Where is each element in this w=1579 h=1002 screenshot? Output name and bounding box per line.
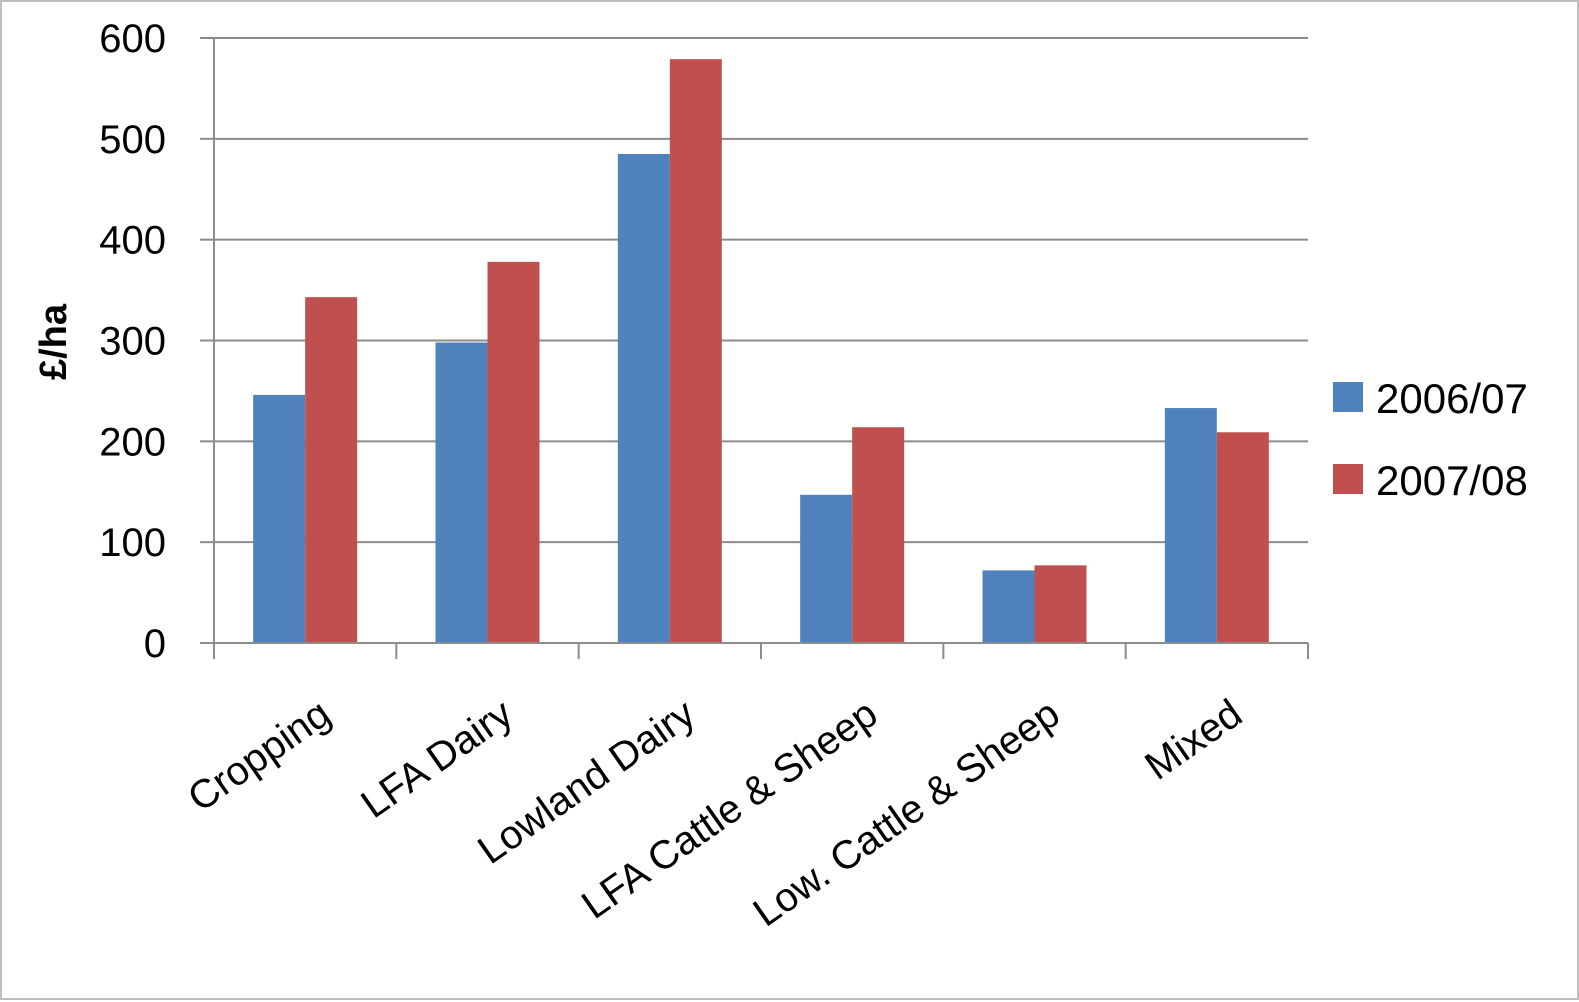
y-tick-label: 200 [99,420,166,464]
y-tick-label: 0 [144,622,166,666]
legend-label: 2007/08 [1376,457,1528,504]
legend-swatch [1333,382,1363,412]
legend: 2006/07 2007/08 [1333,375,1528,504]
category-label: LFA Cattle & Sheep [574,691,885,927]
bar-2006-07-3 [800,494,853,643]
bar-2006-07-1 [435,342,488,643]
y-tick-label: 600 [99,17,166,61]
bar-2007-08-4 [1034,565,1087,643]
category-label: Low. Cattle & Sheep [746,691,1068,935]
y-tick-label: 300 [99,320,166,364]
y-tick-labels: 0 100 200 300 400 500 600 [99,17,166,666]
category-label: Cropping [180,691,338,820]
bar-2007-08-0 [305,297,358,643]
bar-2006-07-0 [253,394,306,643]
bar-2006-07-5 [1164,408,1217,643]
legend-swatch [1333,464,1363,494]
axes [213,38,1309,659]
bar-2007-08-2 [669,59,722,644]
bar-2006-07-4 [982,570,1035,643]
category-label: LFA Dairy [353,691,520,827]
category-label: Mixed [1137,691,1250,788]
gridlines [200,37,1308,644]
bar-2006-07-2 [617,153,670,644]
y-tick-label: 500 [99,118,166,162]
bar-2007-08-3 [852,427,905,643]
legend-label: 2006/07 [1376,375,1528,422]
y-tick-label: 100 [99,521,166,565]
bar-2007-08-1 [487,261,540,643]
bar-2007-08-5 [1216,432,1269,643]
y-axis-label: £/ha [33,303,75,380]
y-tick-label: 400 [99,219,166,263]
bars [253,59,1269,644]
